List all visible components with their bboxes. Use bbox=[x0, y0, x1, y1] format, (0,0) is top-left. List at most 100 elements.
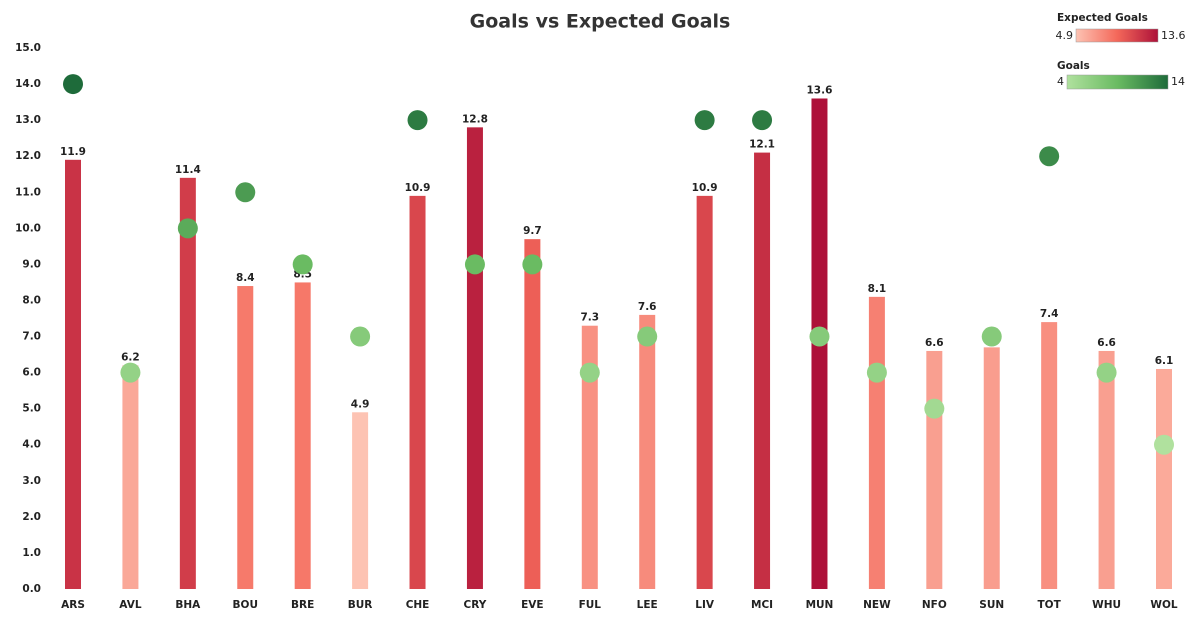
chart-title: Goals vs Expected Goals bbox=[470, 11, 731, 33]
x-tick-label: BOU bbox=[233, 599, 258, 611]
dot bbox=[350, 326, 371, 347]
x-tick-label: MCI bbox=[751, 599, 773, 611]
x-tick-label: CHE bbox=[406, 599, 430, 611]
x-tick-label: AVL bbox=[119, 599, 142, 611]
legend-title: Goals bbox=[1057, 60, 1090, 72]
bar bbox=[868, 296, 885, 589]
x-tick-label: FUL bbox=[579, 599, 602, 611]
x-tick-label: LEE bbox=[637, 599, 658, 611]
data-label: 7.3 bbox=[580, 312, 599, 324]
data-label: 8.4 bbox=[236, 272, 255, 284]
y-tick-label: 12.0 bbox=[15, 150, 41, 162]
dot bbox=[1096, 362, 1117, 383]
dot bbox=[752, 110, 773, 131]
y-tick-label: 13.0 bbox=[15, 114, 41, 126]
legend-min: 4 bbox=[1057, 75, 1064, 88]
x-tick-label: BRE bbox=[291, 599, 314, 611]
x-tick-label: TOT bbox=[1038, 599, 1062, 611]
bar bbox=[926, 350, 943, 589]
bar bbox=[65, 159, 81, 589]
x-tick-label: NFO bbox=[922, 599, 947, 611]
bar bbox=[409, 195, 426, 589]
x-tick-label: CRY bbox=[464, 599, 487, 611]
x-tick-label: EVE bbox=[521, 599, 543, 611]
y-tick-label: 2.0 bbox=[22, 511, 41, 523]
x-tick-label: BUR bbox=[348, 599, 373, 611]
dot bbox=[292, 254, 313, 275]
legend-max: 13.6 bbox=[1161, 29, 1186, 42]
y-tick-label: 1.0 bbox=[22, 547, 41, 559]
bar bbox=[524, 239, 541, 590]
dot bbox=[177, 218, 198, 239]
bar bbox=[581, 325, 598, 589]
dot bbox=[407, 110, 428, 131]
bar bbox=[696, 195, 713, 589]
x-tick-label: BHA bbox=[175, 599, 201, 611]
y-tick-label: 5.0 bbox=[22, 403, 41, 415]
dot bbox=[522, 254, 543, 275]
bar bbox=[179, 177, 196, 589]
y-tick-label: 15.0 bbox=[15, 42, 41, 54]
bar bbox=[352, 412, 369, 589]
data-label: 12.1 bbox=[749, 139, 775, 151]
dot bbox=[924, 398, 945, 419]
bar bbox=[294, 282, 311, 589]
data-label: 13.6 bbox=[807, 84, 833, 96]
dot bbox=[235, 182, 256, 203]
data-label: 10.9 bbox=[692, 182, 718, 194]
bar bbox=[1041, 322, 1058, 589]
data-label: 6.6 bbox=[925, 337, 944, 349]
bar bbox=[754, 152, 771, 590]
legend-min: 4.9 bbox=[1056, 29, 1074, 42]
x-tick-label: NEW bbox=[863, 599, 891, 611]
y-tick-label: 11.0 bbox=[15, 186, 41, 198]
bar bbox=[639, 314, 656, 589]
y-tick-label: 9.0 bbox=[22, 258, 41, 270]
data-label: 7.6 bbox=[638, 301, 657, 313]
dot bbox=[63, 74, 83, 95]
data-label: 7.4 bbox=[1040, 308, 1059, 320]
dot bbox=[579, 362, 600, 383]
data-label: 6.1 bbox=[1155, 355, 1174, 367]
dot bbox=[637, 326, 658, 347]
dot bbox=[464, 254, 485, 275]
y-tick-label: 4.0 bbox=[22, 439, 41, 451]
bar bbox=[1156, 368, 1172, 589]
data-label: 4.9 bbox=[351, 398, 370, 410]
legend-max: 14 bbox=[1171, 75, 1185, 88]
legend-title: Expected Goals bbox=[1057, 12, 1148, 24]
y-tick-label: 6.0 bbox=[22, 367, 41, 379]
dot bbox=[694, 110, 715, 131]
data-label: 11.4 bbox=[175, 164, 201, 176]
dot bbox=[809, 326, 830, 347]
data-label: 8.1 bbox=[868, 283, 887, 295]
y-tick-label: 0.0 bbox=[22, 583, 41, 595]
y-tick-label: 7.0 bbox=[22, 331, 41, 343]
bar bbox=[983, 347, 1000, 589]
data-label: 12.8 bbox=[462, 113, 488, 125]
legend-gradient bbox=[1066, 74, 1169, 90]
y-tick-label: 8.0 bbox=[22, 294, 41, 306]
data-label: 6.2 bbox=[121, 351, 140, 363]
y-tick-label: 3.0 bbox=[22, 475, 41, 487]
y-tick-label: 14.0 bbox=[15, 78, 41, 90]
x-tick-label: MUN bbox=[806, 599, 834, 611]
dot bbox=[1039, 146, 1060, 167]
x-tick-label: WHU bbox=[1092, 599, 1121, 611]
dot bbox=[120, 362, 141, 383]
data-label: 9.7 bbox=[523, 225, 542, 237]
data-label: 10.9 bbox=[405, 182, 431, 194]
x-tick-label: WOL bbox=[1150, 599, 1178, 611]
dot bbox=[1154, 434, 1174, 455]
x-tick-label: SUN bbox=[979, 599, 1004, 611]
dot bbox=[981, 326, 1002, 347]
dot bbox=[866, 362, 887, 383]
bar bbox=[237, 286, 254, 589]
bar bbox=[122, 365, 139, 589]
legend-gradient bbox=[1075, 28, 1159, 43]
data-label: 6.6 bbox=[1097, 337, 1116, 349]
y-tick-label: 10.0 bbox=[15, 222, 41, 234]
data-label: 11.9 bbox=[60, 146, 86, 158]
